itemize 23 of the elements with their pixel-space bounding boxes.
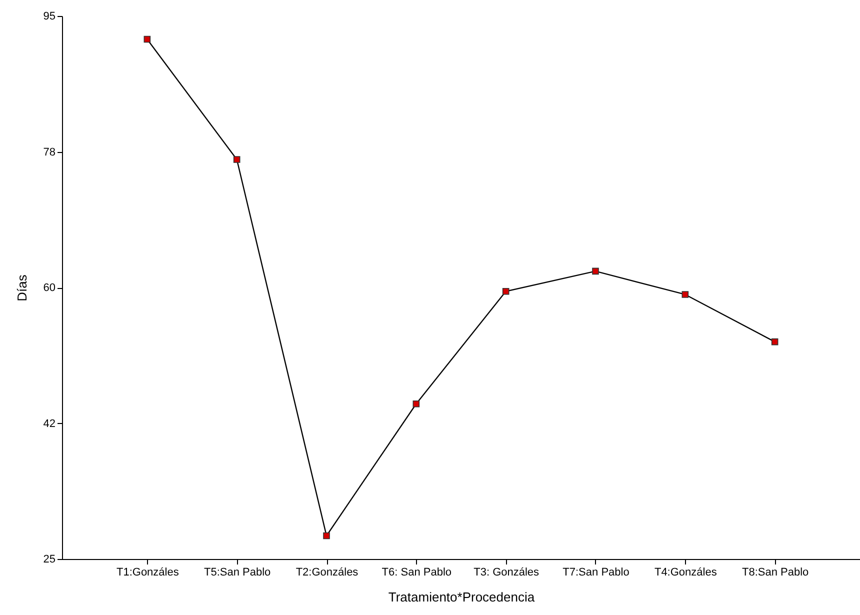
x-tick-label: T6: San Pablo [382, 566, 452, 578]
x-tick-label: T2:Gonzáles [296, 566, 359, 578]
y-tick-label: 78 [43, 146, 56, 158]
x-tick-label: T1:Gonzáles [116, 566, 180, 578]
x-tick-label: T3: Gonzáles [474, 566, 540, 578]
point [412, 400, 420, 408]
y-tick-label: 42 [43, 418, 56, 430]
y-tick-label: 25 [43, 554, 56, 566]
point [323, 532, 330, 540]
point [233, 156, 240, 163]
y-tick-label: 60 [43, 282, 56, 294]
x-axis-title: Tratamiento*Procedencia [388, 590, 536, 604]
x-tick-label: T5:San Pablo [204, 566, 271, 578]
point [502, 288, 510, 295]
y-axis-title: Días [14, 274, 30, 302]
point [682, 291, 689, 298]
x-tick-label: T8:San Pablo [742, 566, 809, 578]
y-tick-label: 95 [43, 10, 56, 22]
x-tick-label: T4:Gonzáles [654, 566, 718, 578]
point [771, 338, 778, 346]
x-tick-label: T7:San Pablo [562, 566, 630, 578]
point [592, 268, 599, 275]
point [144, 36, 151, 43]
